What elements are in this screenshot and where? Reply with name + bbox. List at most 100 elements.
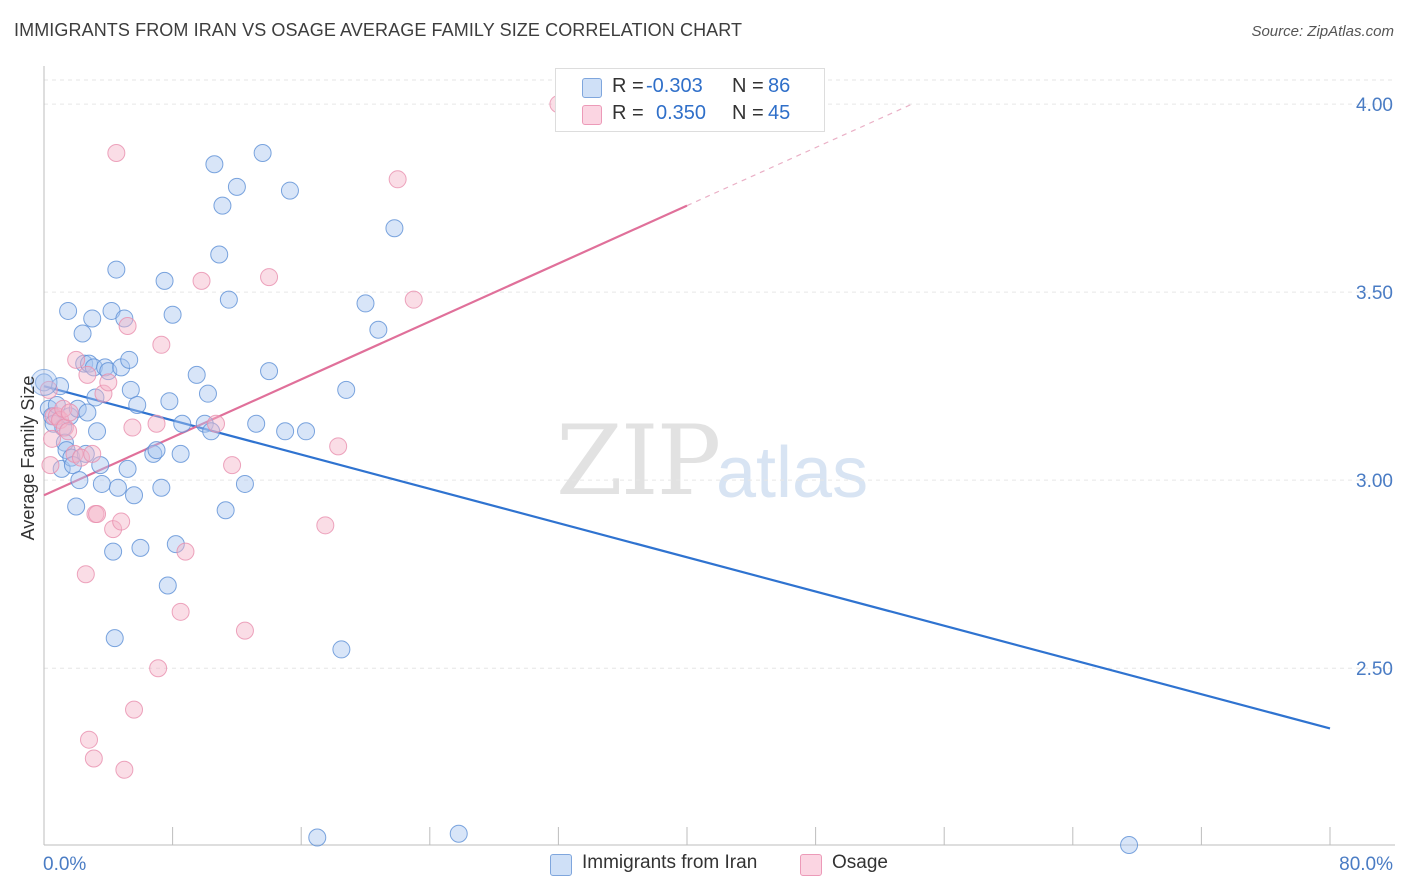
y-tick-label: 3.00 [1356,471,1393,492]
osage-point [147,414,166,433]
iran-point [125,486,144,505]
axes [43,66,1395,846]
osage-point [125,700,144,719]
iran-point [173,414,192,433]
osage-point [123,418,142,437]
bottom-legend-label-osage: Osage [832,852,888,873]
iran-point [260,362,279,381]
osage-point [235,621,254,640]
osage-point [118,316,137,335]
watermark-atlas: atlas [716,433,869,513]
iran-point [67,497,86,516]
legend-r-label: R = [612,102,644,124]
iran-point [205,155,224,174]
osage-point [152,335,171,354]
iran-point [280,181,299,200]
iran-point [449,824,468,843]
iran-point [198,384,217,403]
iran-point [171,444,190,463]
bottom-legend-swatch-osage [800,854,822,876]
iran-point [187,365,206,384]
iran-point [308,828,327,847]
osage-point [41,456,60,475]
osage-point [43,429,62,448]
legend-r-label: R = [612,75,644,97]
iran-point [160,392,179,411]
iran-point-large [30,368,58,396]
osage-point [149,659,168,678]
osage-point [59,422,78,441]
iran-point [227,177,246,196]
iran-point [108,478,127,497]
iran-point [107,260,126,279]
data-points [30,95,1139,854]
legend-n-label: N = [732,102,764,124]
iran-point [128,395,147,414]
iran-point [332,640,351,659]
iran-point [152,478,171,497]
iran-point [78,403,97,422]
iran-point [158,576,177,595]
legend-n-label: N = [732,75,764,97]
osage-point [99,373,118,392]
iran-point [70,471,89,490]
iran-point [83,309,102,328]
osage-point [94,384,113,403]
iran-point [163,305,182,324]
iran-point [276,422,295,441]
grid-lines [44,79,1395,669]
iran-point [337,380,356,399]
iran-point [105,629,124,648]
osage-trend-extension [686,103,913,207]
legend-r-value: 0.350 [656,102,707,124]
iran-point [166,535,185,554]
y-tick-label: 3.50 [1356,283,1393,304]
osage-point [71,448,90,467]
chart-title: IMMIGRANTS FROM IRAN VS OSAGE AVERAGE FA… [14,20,743,40]
y-tick-label: 4.00 [1356,95,1393,116]
iran-point [147,441,166,460]
y-tick-label: 2.50 [1356,659,1393,680]
osage-point [171,602,190,621]
osage-point [107,143,126,162]
x-tick-label-max: 80.0% [1339,854,1393,875]
iran-point [59,301,78,320]
iran-point [118,459,137,478]
iran-point [104,542,123,561]
iran-point [385,219,404,238]
osage-point [207,414,226,433]
watermark-zip: ZIP [556,405,721,517]
iran-point [219,290,238,309]
osage-point [316,516,335,535]
legend-n-value: 86 [768,75,791,97]
iran-point [253,143,272,162]
osage-point [404,290,423,309]
iran-point [51,377,70,396]
osage-point [260,268,279,287]
iran-point [131,538,150,557]
iran-point [297,422,316,441]
osage-point [84,749,103,768]
tick-labels: 2.50 3.00 3.50 4.00 0.0% 80.0% [43,95,1393,875]
osage-point [388,170,407,189]
iran-point [356,294,375,313]
osage-point [67,350,86,369]
osage-point [76,565,95,584]
iran-point [88,422,107,441]
osage-point [78,365,97,384]
osage-point [115,760,134,779]
iran-point [120,350,139,369]
iran-trend-line [43,385,1331,730]
trend-lines [43,103,1331,730]
iran-point [155,271,174,290]
iran-point [73,324,92,343]
osage-point [80,730,99,749]
bottom-legend-swatch-iran [550,854,572,876]
source-label: Source: ZipAtlas.com [1251,23,1394,40]
iran-point [369,320,388,339]
legend-swatch-osage [582,105,602,125]
legend-r-value: -0.303 [646,75,703,97]
legend-swatch-iran [582,78,602,98]
osage-point [223,456,242,475]
